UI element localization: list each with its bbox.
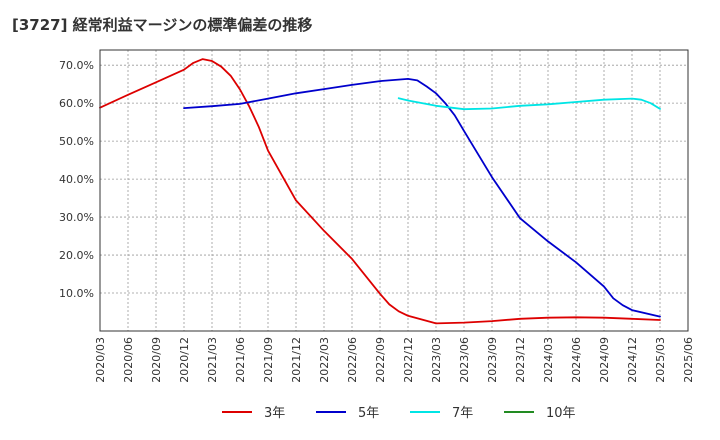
y-tick-label: 70.0% [59,59,94,72]
y-tick-label: 40.0% [59,173,94,186]
y-axis-ticks: 10.0% 20.0% 30.0% 40.0% 50.0% 60.0% 70.0% [59,59,94,300]
x-tick-label: 2024/06 [570,337,583,383]
x-tick-label: 2021/03 [206,337,219,383]
y-tick-label: 30.0% [59,211,94,224]
legend: 3年 5年 7年 10年 [222,406,576,421]
x-tick-label: 2022/06 [346,337,359,383]
legend-label-2: 7年 [452,406,473,421]
x-tick-label: 2024/03 [542,337,555,383]
x-tick-label: 2022/09 [374,337,387,383]
x-axis-ticks: 2020/03 2020/06 2020/09 2020/12 2021/03 2021/… [94,337,695,383]
y-tick-label: 10.0% [59,287,94,300]
legend-label-0: 3年 [264,406,285,421]
y-tick-label: 60.0% [59,97,94,110]
x-tick-label: 2021/09 [262,337,275,383]
x-tick-label: 2020/03 [94,337,107,383]
x-tick-label: 2025/06 [682,337,695,383]
x-tick-label: 2021/12 [290,337,303,383]
series-line-0 [99,58,661,325]
x-tick-label: 2021/06 [234,337,247,383]
x-tick-label: 2020/06 [122,337,135,383]
series-line-1 [183,78,661,318]
x-tick-label: 2025/03 [654,337,667,383]
x-tick-label: 2023/06 [458,337,471,383]
x-tick-label: 2022/03 [318,337,331,383]
series-line-2 [397,97,661,111]
x-tick-label: 2022/12 [402,337,415,383]
chart-title: [3727] 経常利益マージンの標準偏差の推移 [12,16,313,34]
plot-border [99,49,689,332]
x-tick-label: 2023/12 [514,337,527,383]
x-tick-label: 2020/12 [178,337,191,383]
legend-label-1: 5年 [358,406,379,421]
grid-layer [99,50,689,331]
x-tick-label: 2024/09 [598,337,611,383]
y-tick-label: 50.0% [59,135,94,148]
y-tick-label: 20.0% [59,249,94,262]
legend-label-3: 10年 [546,406,576,421]
series-layer [99,58,661,325]
x-tick-label: 2024/12 [626,337,639,383]
x-tick-label: 2023/09 [486,337,499,383]
x-tick-label: 2020/09 [150,337,163,383]
x-tick-label: 2023/03 [430,337,443,383]
